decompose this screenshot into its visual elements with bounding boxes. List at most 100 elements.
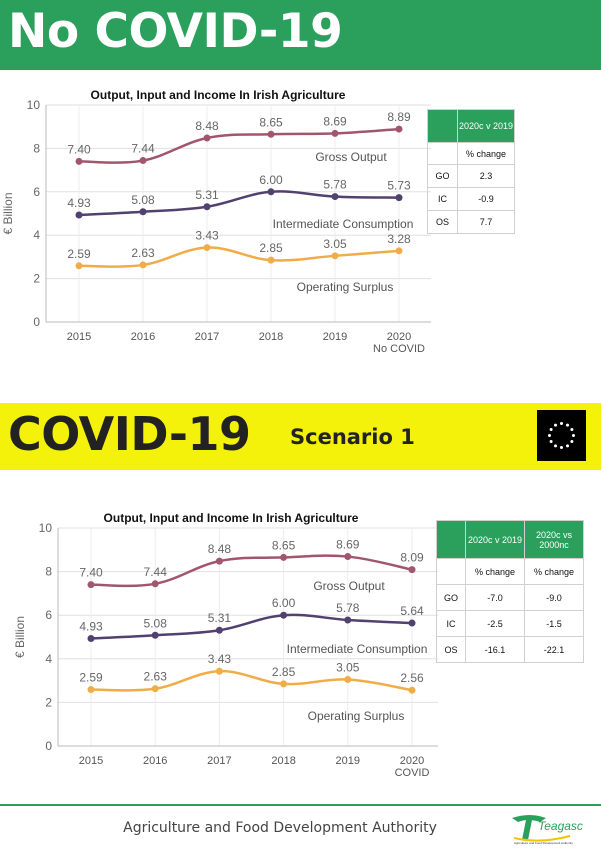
x-tick-label: 2018 [271, 755, 295, 767]
x-tick-label: 2016 [143, 755, 167, 767]
data-point [87, 686, 95, 694]
footer-divider [0, 804, 601, 806]
series-line-2 [90, 669, 413, 692]
data-label: 6.00 [272, 596, 296, 610]
data-label: 2.85 [272, 665, 296, 679]
row-label-ic: IC [427, 187, 458, 211]
row-label-os: OS [436, 636, 466, 663]
data-label: 3.05 [336, 661, 360, 675]
y-axis-label: € Billion [13, 616, 27, 658]
data-point [151, 685, 159, 693]
eu-star [572, 434, 575, 437]
eu-star [549, 428, 553, 431]
chart-title: Output, Input and Income In Irish Agricu… [104, 511, 359, 525]
data-point [280, 680, 288, 688]
data-point [203, 134, 211, 142]
data-point [75, 211, 83, 219]
data-label: 5.31 [195, 188, 219, 202]
data-point [395, 247, 403, 255]
series-label: Intermediate Consumption [273, 217, 414, 231]
data-point [75, 262, 83, 270]
data-point [215, 667, 223, 675]
chart-title: Output, Input and Income In Irish Agricu… [91, 88, 346, 102]
series-label: Operating Surplus [297, 280, 394, 294]
data-point [280, 611, 288, 619]
x-tick-label: 2019 [336, 755, 360, 767]
cell-os: 7.7 [457, 210, 515, 234]
x-tick-label: 2016 [131, 331, 155, 343]
data-label: 7.44 [131, 142, 155, 156]
data-point [344, 676, 352, 684]
y-axis-label: € Billion [1, 192, 15, 234]
y-tick-label: 6 [45, 608, 52, 622]
data-label: 2.63 [131, 246, 155, 260]
row-label-os: OS [427, 210, 458, 234]
series-line-2 [78, 246, 400, 268]
data-point [203, 244, 211, 252]
y-tick-label: 0 [45, 739, 52, 753]
data-point [139, 157, 147, 165]
data-label: 7.44 [144, 565, 168, 579]
data-label: 8.65 [272, 538, 296, 552]
data-point [267, 130, 275, 138]
chart-no-covid: 0 2 4 6 8 10 2015 2016 2017 2018 2019 2020 No COVID O… [0, 82, 601, 392]
x-tick-label: No COVID [373, 343, 425, 355]
x-tick-label: 2017 [207, 755, 231, 767]
row-label-go: GO [436, 584, 466, 611]
data-point [280, 553, 288, 561]
data-label: 8.48 [208, 542, 232, 556]
series-label: Gross Output [315, 150, 387, 164]
series-line-0 [78, 127, 400, 164]
teagasc-logo: Teagasc Agriculture and Food Development… [510, 810, 590, 846]
eu-star [554, 423, 557, 427]
table-header: 2020c v 2019 [457, 109, 515, 143]
eu-star [560, 422, 563, 425]
data-point [139, 261, 147, 269]
data-label: 5.08 [131, 193, 155, 207]
footer-text: Agriculture and Food Development Authori… [123, 820, 437, 836]
x-tick-label: 2015 [67, 331, 91, 343]
data-label: 5.78 [336, 601, 360, 615]
data-label: 3.05 [323, 237, 347, 251]
eu-star [566, 423, 569, 427]
data-label: 8.09 [400, 551, 424, 565]
data-label: 2.56 [400, 671, 424, 685]
row-label-ic: IC [436, 610, 466, 637]
data-label: 4.93 [79, 620, 103, 634]
data-label: 8.65 [259, 115, 283, 129]
x-tick-label: 2017 [195, 331, 219, 343]
cell-go: 2.3 [457, 164, 515, 188]
series-label: Gross Output [313, 579, 385, 593]
data-label: 5.78 [323, 178, 347, 192]
row-label-go: GO [427, 164, 458, 188]
y-tick-label: 2 [33, 272, 40, 286]
svg-text:Agriculture and Food Developme: Agriculture and Food Development Authori… [514, 841, 573, 845]
eu-star [554, 444, 557, 448]
data-point [408, 686, 416, 694]
cell-ic-2019: -2.5 [465, 610, 525, 637]
cell-os-2019: -16.1 [465, 636, 525, 663]
data-point [87, 581, 95, 589]
table-subheader: % change [524, 558, 584, 585]
y-tick-label: 6 [33, 185, 40, 199]
x-tick-label: COVID [395, 767, 430, 779]
table-header: 2020c vs 2000nc [524, 520, 584, 559]
data-label: 2.59 [67, 247, 91, 261]
svg-text:Teagasc: Teagasc [538, 819, 583, 833]
eu-star [570, 428, 574, 431]
y-tick-label: 4 [45, 652, 52, 666]
x-tick-label: 2020 [400, 755, 424, 767]
y-tick-label: 4 [33, 228, 40, 242]
eu-flag-icon [537, 410, 586, 461]
data-label: 3.43 [208, 652, 232, 666]
data-label: 2.63 [144, 670, 168, 684]
y-tick-label: 8 [45, 565, 52, 579]
covid-banner: COVID-19 Scenario 1 [0, 403, 601, 470]
data-label: 7.40 [79, 566, 103, 580]
y-tick-label: 10 [27, 98, 41, 112]
cell-go-nc: -9.0 [524, 584, 584, 611]
series-line-1 [78, 190, 400, 217]
scenario-label: Scenario 1 [290, 425, 415, 449]
series-line-1 [90, 613, 413, 640]
